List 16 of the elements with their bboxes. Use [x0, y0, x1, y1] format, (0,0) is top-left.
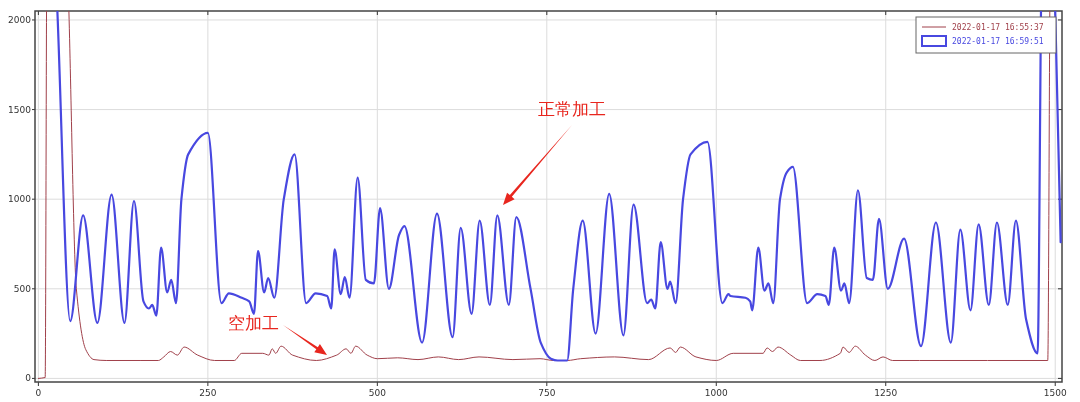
x-tick-label: 1250 — [874, 388, 898, 398]
legend-label: 2022-01-17 16:55:37 — [952, 23, 1044, 32]
annotation: 空加工 — [228, 313, 279, 333]
x-tick-label: 0 — [35, 388, 42, 398]
x-tick-label: 1000 — [704, 388, 728, 398]
y-tick-label: 500 — [13, 283, 32, 294]
x-tick-label: 750 — [538, 388, 556, 398]
y-tick-label: 1500 — [8, 104, 32, 115]
y-tick-label: 1000 — [8, 194, 32, 205]
x-tick-label: 250 — [199, 388, 217, 398]
legend-label: 2022-01-17 16:59:51 — [952, 37, 1044, 46]
annotation: 正常加工 — [538, 99, 606, 119]
y-tick-label: 2000 — [8, 14, 32, 25]
y-tick-label: 0 — [25, 373, 32, 384]
x-tick-label: 500 — [368, 388, 387, 398]
x-tick-label: 1500 — [1043, 388, 1067, 398]
